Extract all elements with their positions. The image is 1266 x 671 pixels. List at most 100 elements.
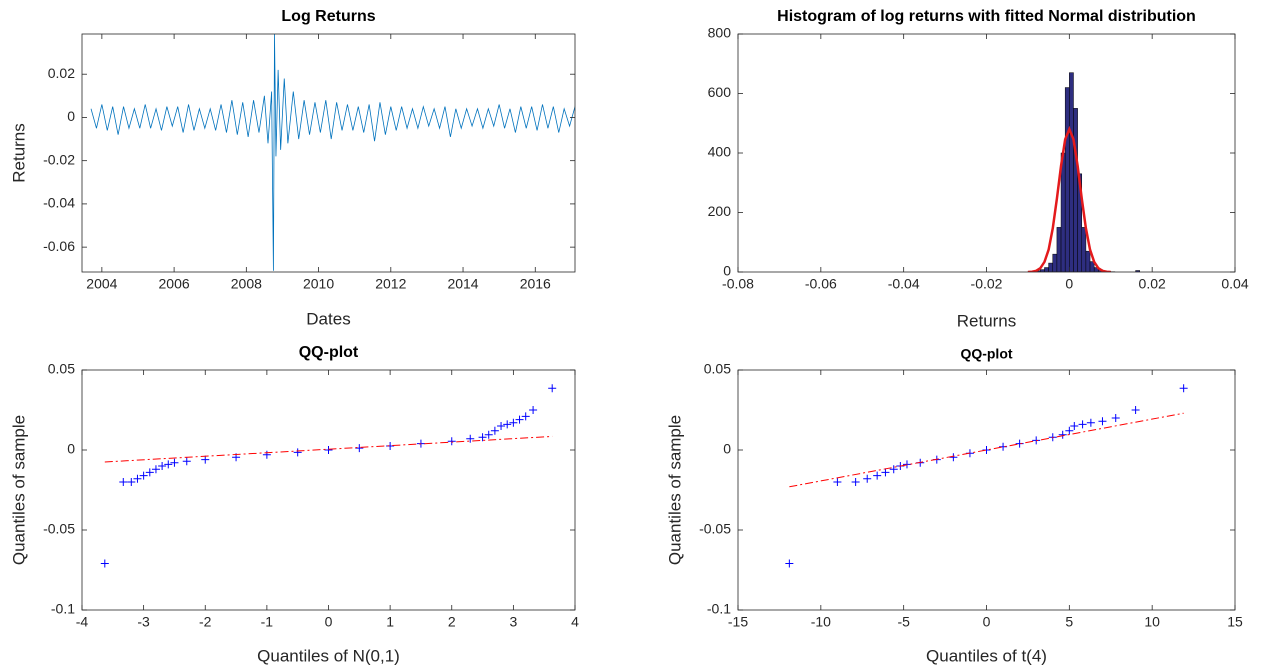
y-axis-label: Quantiles of sample — [665, 415, 684, 565]
point — [447, 437, 456, 446]
x-tick-label: 0 — [1065, 276, 1073, 292]
y-tick-label: -0.02 — [43, 151, 75, 167]
x-tick-label: 5 — [1065, 614, 1073, 630]
point — [1098, 417, 1107, 426]
point — [100, 559, 109, 568]
point — [262, 450, 271, 459]
x-tick-label: -0.06 — [805, 276, 837, 292]
point — [509, 418, 518, 427]
plot-area — [738, 34, 1235, 272]
point — [170, 458, 179, 467]
y-tick-label: -0.1 — [707, 601, 731, 617]
point — [1070, 422, 1079, 430]
plot-data — [100, 384, 557, 568]
x-tick-label: 4 — [571, 614, 579, 630]
point — [497, 422, 506, 430]
x-tick-label: 2016 — [520, 276, 551, 292]
x-tick-label: 2008 — [231, 276, 262, 292]
point — [503, 420, 512, 429]
reference-line — [789, 412, 1184, 488]
histogram-bar — [1081, 227, 1087, 272]
chart-title: Histogram of log returns with fitted Nor… — [777, 8, 1196, 25]
plot-area — [82, 34, 575, 272]
x-tick-label: -10 — [811, 614, 831, 630]
chart-title: QQ-plot — [960, 346, 1012, 362]
x-tick-label: 2014 — [447, 276, 478, 292]
histogram-bar — [1064, 87, 1070, 272]
point — [182, 457, 191, 466]
plot-data — [785, 384, 1188, 568]
y-tick-label: -0.05 — [43, 521, 75, 537]
point — [164, 460, 173, 469]
histogram-bar — [1085, 250, 1091, 272]
x-tick-label: 1 — [386, 614, 394, 630]
y-tick-label: 0.02 — [48, 65, 75, 81]
y-tick-label: 0 — [67, 441, 75, 457]
histogram-bar — [1069, 72, 1074, 272]
point — [1078, 420, 1087, 429]
x-tick-label: -15 — [728, 614, 748, 630]
y-tick-label: 0.05 — [48, 361, 75, 377]
point — [1179, 384, 1188, 393]
x-tick-label: 0 — [983, 614, 991, 630]
x-tick-label: 2010 — [303, 276, 334, 292]
axes-box — [81, 33, 576, 273]
chart-title: QQ-plot — [299, 344, 359, 361]
y-axis-label: Returns — [9, 123, 28, 183]
point — [478, 433, 487, 442]
point — [324, 446, 333, 454]
x-tick-label: 2 — [448, 614, 456, 630]
y-tick-label: 600 — [708, 84, 732, 100]
point — [881, 468, 890, 477]
point — [873, 471, 882, 480]
x-tick-label: -0.02 — [971, 276, 1003, 292]
point — [490, 426, 499, 435]
y-tick-label: 800 — [708, 25, 732, 41]
point — [863, 474, 872, 483]
point — [1086, 418, 1095, 427]
y-tick-label: 0 — [723, 441, 731, 457]
point — [949, 453, 958, 462]
point — [139, 471, 148, 480]
x-tick-label: 15 — [1227, 614, 1243, 630]
histogram-bar — [1048, 262, 1054, 272]
chart-title: Log Returns — [281, 8, 375, 25]
line-series — [90, 34, 575, 271]
point — [119, 478, 128, 486]
plot-area — [738, 370, 1235, 610]
x-tick-label: 2006 — [159, 276, 190, 292]
point — [466, 434, 475, 443]
point — [521, 412, 530, 421]
y-axis-label: Quantiles of sample — [9, 415, 28, 565]
point — [1111, 414, 1120, 422]
point — [515, 415, 524, 424]
point — [293, 448, 302, 457]
point — [158, 462, 167, 470]
plot-data — [90, 34, 575, 271]
x-tick-label: 2012 — [375, 276, 406, 292]
x-tick-label: -5 — [897, 614, 910, 630]
x-axis-label: Quantiles of N(0,1) — [257, 646, 400, 665]
histogram-bar — [1056, 227, 1062, 272]
plot-area — [82, 370, 575, 610]
y-tick-label: -0.04 — [43, 195, 75, 211]
fitted-curve — [1027, 125, 1111, 272]
plot-data — [1027, 72, 1140, 272]
point — [785, 559, 794, 568]
point — [1058, 430, 1067, 439]
y-tick-label: -0.05 — [699, 521, 731, 537]
x-tick-label: 0.04 — [1221, 276, 1248, 292]
point — [833, 478, 842, 486]
point — [151, 465, 160, 474]
x-tick-label: 3 — [509, 614, 517, 630]
x-tick-label: -2 — [199, 614, 212, 630]
y-tick-label: -0.06 — [43, 238, 75, 254]
point — [145, 468, 154, 477]
x-axis-label: Quantiles of t(4) — [926, 646, 1047, 665]
point — [127, 478, 136, 486]
y-tick-label: 0 — [723, 263, 731, 279]
point — [201, 455, 210, 464]
histogram-bar — [1135, 270, 1140, 272]
x-tick-label: -4 — [76, 614, 89, 630]
y-tick-label: 0 — [67, 108, 75, 124]
